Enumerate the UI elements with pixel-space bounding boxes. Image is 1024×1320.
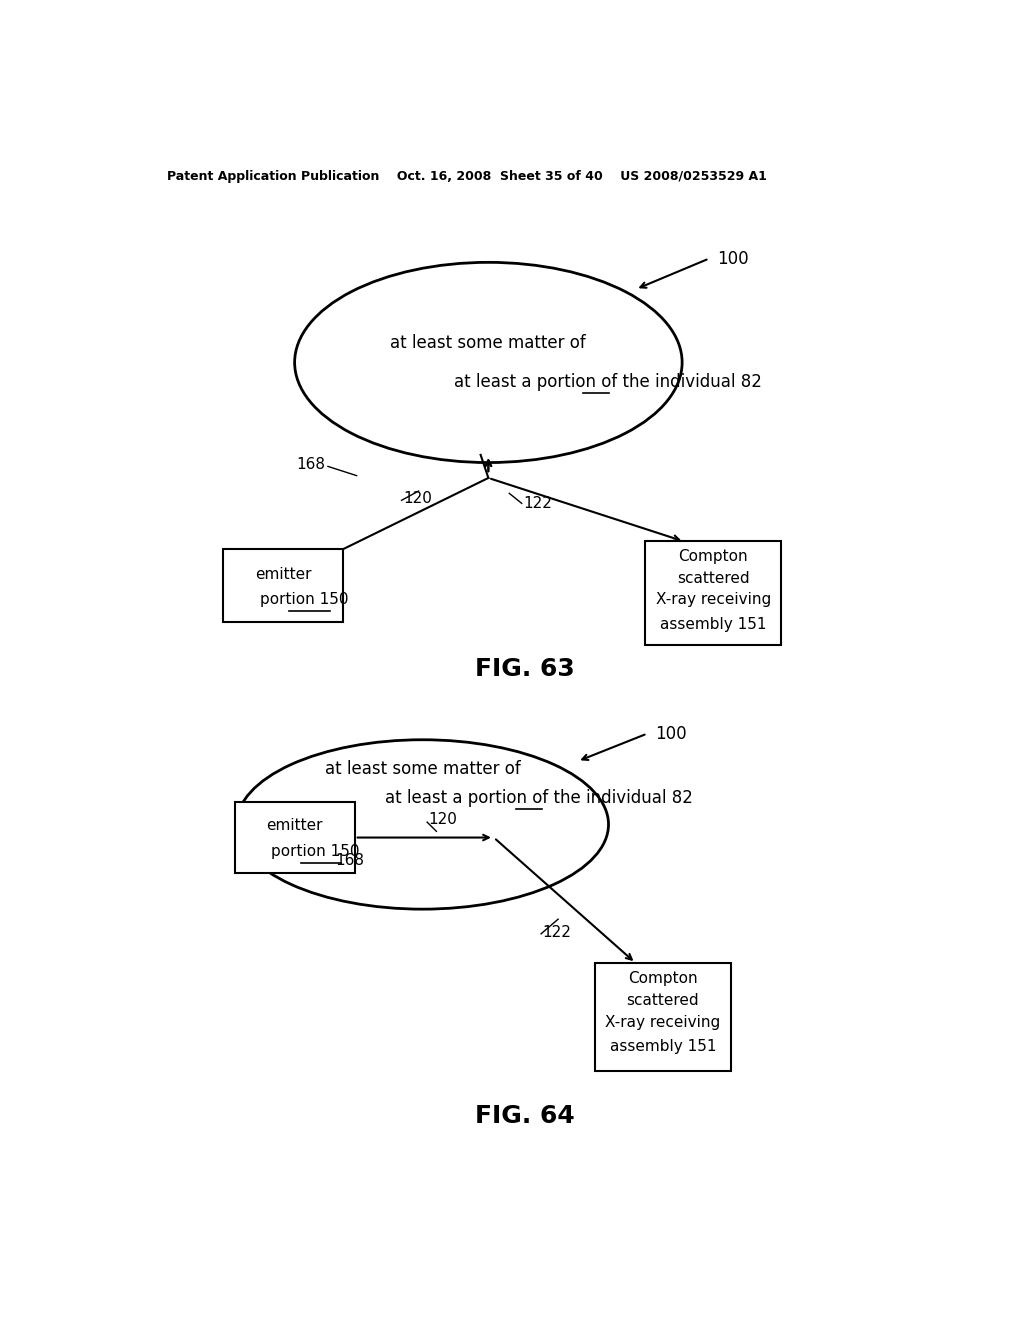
- Text: at least some matter of: at least some matter of: [325, 760, 520, 777]
- Text: at least some matter of: at least some matter of: [390, 334, 587, 352]
- Text: FIG. 64: FIG. 64: [475, 1104, 574, 1129]
- Text: 100: 100: [717, 249, 749, 268]
- Text: FIG. 63: FIG. 63: [475, 657, 574, 681]
- Text: at least a portion of the individual 82: at least a portion of the individual 82: [385, 788, 693, 807]
- Text: emitter: emitter: [266, 818, 323, 833]
- Text: assembly 151: assembly 151: [659, 616, 766, 632]
- Text: Compton: Compton: [628, 972, 697, 986]
- Text: 168: 168: [297, 457, 326, 473]
- Text: Compton: Compton: [678, 549, 748, 564]
- Text: 122: 122: [543, 925, 571, 940]
- Text: portion 150: portion 150: [271, 843, 359, 859]
- Text: scattered: scattered: [677, 570, 750, 586]
- Text: X-ray receiving: X-ray receiving: [655, 593, 771, 607]
- Text: Patent Application Publication    Oct. 16, 2008  Sheet 35 of 40    US 2008/02535: Patent Application Publication Oct. 16, …: [167, 170, 767, 183]
- Text: scattered: scattered: [627, 993, 699, 1007]
- Text: assembly 151: assembly 151: [609, 1039, 716, 1053]
- Text: 100: 100: [655, 725, 687, 743]
- FancyBboxPatch shape: [645, 541, 781, 645]
- Text: emitter: emitter: [255, 568, 311, 582]
- Text: 120: 120: [403, 491, 432, 507]
- Text: 120: 120: [429, 812, 458, 826]
- Text: 168: 168: [336, 853, 365, 869]
- FancyBboxPatch shape: [223, 549, 343, 622]
- FancyBboxPatch shape: [595, 964, 730, 1071]
- Text: 122: 122: [523, 496, 552, 511]
- Text: portion 150: portion 150: [260, 593, 348, 607]
- Text: at least a portion of the individual 82: at least a portion of the individual 82: [454, 372, 762, 391]
- Text: X-ray receiving: X-ray receiving: [605, 1015, 720, 1030]
- FancyBboxPatch shape: [234, 803, 354, 873]
